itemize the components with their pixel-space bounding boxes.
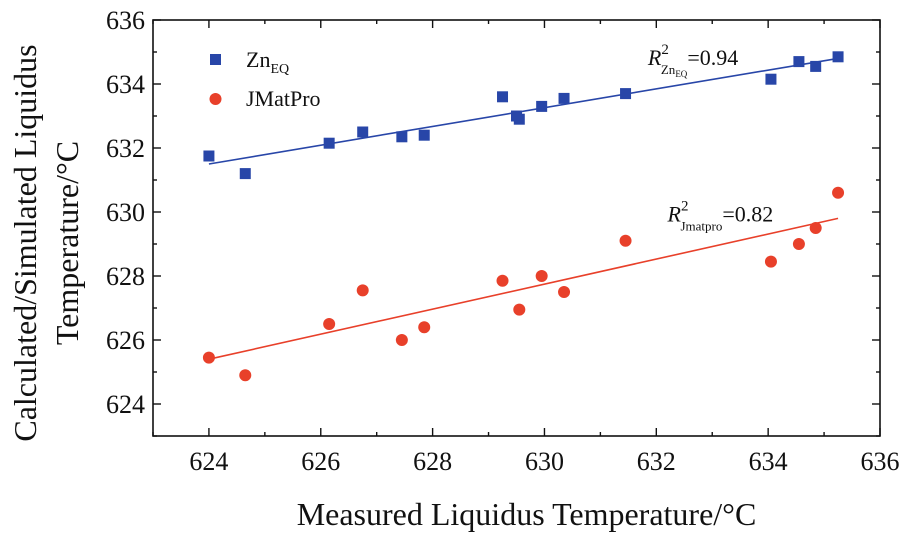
point-jmatpro (323, 318, 336, 330)
point-jmatpro (792, 238, 805, 250)
point-zneq (832, 51, 844, 63)
point-jmatpro (809, 222, 822, 234)
r-squared-zneq: R2 ZnEQ=0.94 (647, 42, 738, 79)
r-squared-jmatpro: R2 Jmatpro=0.82 (666, 199, 773, 234)
point-zneq (620, 88, 632, 100)
point-zneq (203, 150, 215, 162)
point-jmatpro (239, 369, 252, 382)
data-points (202, 51, 845, 382)
point-jmatpro (832, 186, 845, 199)
legend-label-zneq: ZnEQ (246, 47, 289, 77)
x-tick-label: 626 (301, 447, 340, 476)
x-tick-label: 636 (861, 447, 900, 476)
legend-marker-zneq (210, 54, 221, 65)
point-zneq (810, 60, 822, 72)
point-zneq (323, 137, 335, 149)
point-jmatpro (513, 303, 526, 316)
legend-marker-jmatpro (209, 93, 222, 105)
fit-lines (208, 57, 839, 360)
point-zneq (558, 92, 570, 104)
x-tick-label: 634 (749, 447, 788, 476)
point-jmatpro (395, 334, 408, 346)
y-tick-label: 624 (106, 390, 145, 419)
point-zneq (793, 56, 805, 68)
point-jmatpro (496, 274, 509, 287)
plot-border (152, 19, 881, 437)
legend-label-jmatpro: JMatPro (246, 86, 321, 111)
x-tick-label: 632 (637, 447, 676, 476)
y-tick-label: 626 (106, 326, 145, 355)
fit-line-jmatpro (208, 217, 839, 360)
point-zneq (396, 131, 408, 143)
x-tick-label: 628 (413, 447, 452, 476)
point-zneq (513, 113, 525, 125)
y-tick-label: 634 (106, 70, 145, 99)
plot-frame (152, 19, 881, 437)
y-tick-label: 630 (106, 198, 145, 227)
x-axis-title: Measured Liquidus Temperature/°C (297, 496, 757, 532)
legend: ZnEQ JMatPro (209, 47, 321, 111)
x-tick-label: 624 (189, 447, 228, 476)
y-tick-label: 636 (106, 6, 145, 35)
y-tick-label: 632 (106, 134, 145, 163)
point-zneq (418, 129, 430, 141)
x-tick-label: 630 (525, 447, 564, 476)
point-jmatpro (356, 284, 369, 297)
point-jmatpro (535, 270, 548, 282)
y-axis-title-line-2: Temperature/°C (49, 141, 85, 345)
point-jmatpro (764, 255, 777, 268)
point-jmatpro (619, 234, 632, 247)
point-zneq (536, 100, 548, 112)
y-axis-title-line-1: Calculated/Simulated Liquidus (7, 44, 43, 441)
point-zneq (357, 126, 369, 138)
fit-line-zneq (208, 57, 839, 165)
axis-ticks: 624 626 628 630 632 634 636 624 626 628 630 632 634 6… (106, 6, 900, 476)
point-jmatpro (558, 286, 571, 298)
point-jmatpro (202, 351, 215, 364)
point-zneq (497, 91, 509, 103)
point-zneq (239, 168, 251, 180)
point-jmatpro (418, 321, 431, 334)
r-squared-annotations: R2 ZnEQ=0.94 R2 Jmatpro=0.82 (647, 42, 773, 234)
point-zneq (765, 73, 777, 85)
y-tick-label: 628 (106, 262, 145, 291)
